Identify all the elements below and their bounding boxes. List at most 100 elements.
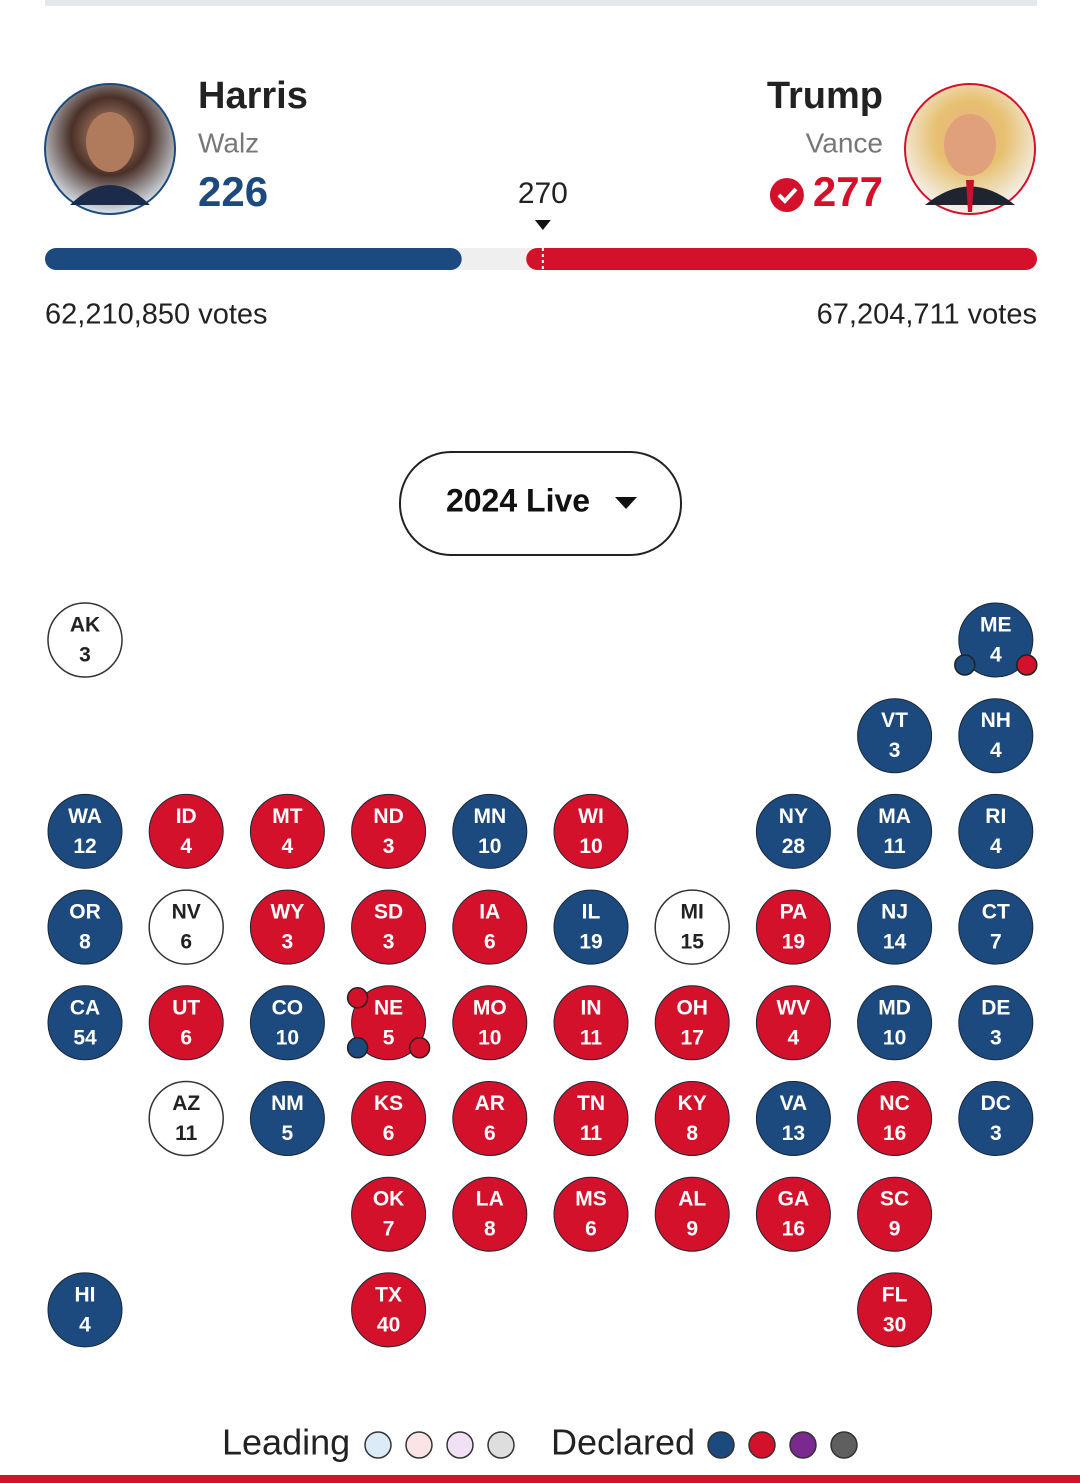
- popular-votes: 67,204,711 votes: [817, 299, 1037, 331]
- state-circle: [47, 889, 123, 965]
- state-abbr: NE: [374, 996, 403, 1019]
- state-votes: 13: [782, 1122, 805, 1145]
- state-tile: DE 3: [958, 985, 1034, 1061]
- state-abbr: KS: [374, 1092, 403, 1115]
- state-tile: MD 10: [857, 985, 933, 1061]
- state-tile: IA 6: [452, 889, 528, 965]
- state-abbr: MS: [575, 1188, 607, 1211]
- state-tile: IN 11: [553, 985, 629, 1061]
- state-abbr: DE: [981, 996, 1010, 1019]
- popular-votes: 62,210,850 votes: [45, 299, 268, 331]
- state-votes: 5: [383, 1026, 395, 1049]
- district-dot: [408, 1037, 431, 1059]
- state-votes: 3: [889, 739, 901, 762]
- state-abbr: KY: [678, 1092, 707, 1115]
- state-circle: [148, 1080, 224, 1157]
- state-abbr: AL: [678, 1188, 706, 1211]
- dropdown-arrow[interactable]: [615, 497, 637, 509]
- year-dropdown[interactable]: 2024 Live: [399, 451, 682, 556]
- state-tile: NH 4: [958, 698, 1034, 774]
- state-circle: [553, 889, 629, 965]
- state-abbr: AZ: [172, 1092, 200, 1115]
- legend-swatch: [446, 1431, 474, 1459]
- state-tile: DC 3: [958, 1081, 1034, 1156]
- state-circle: [755, 793, 831, 869]
- state-abbr: VA: [780, 1092, 808, 1115]
- state-abbr: PA: [780, 901, 808, 924]
- state-abbr: VT: [881, 709, 908, 732]
- state-circle: [452, 1176, 528, 1252]
- state-abbr: WA: [68, 805, 102, 828]
- state-abbr: MO: [473, 996, 507, 1019]
- state-tile: ME 4: [954, 602, 1038, 678]
- state-abbr: IA: [479, 901, 500, 924]
- state-tile: NY 28: [755, 793, 831, 869]
- electoral-votes: 277: [813, 168, 883, 215]
- state-tile: GA 16: [755, 1176, 831, 1252]
- state-circle: [351, 1176, 427, 1252]
- state-votes: 4: [990, 835, 1002, 858]
- state-votes: 19: [782, 931, 805, 954]
- state-circle: [148, 889, 224, 965]
- state-abbr: MN: [473, 805, 506, 828]
- state-votes: 7: [990, 931, 1002, 954]
- state-circle: [755, 985, 831, 1061]
- state-tile: TN 11: [553, 1081, 629, 1156]
- district-dot: [954, 654, 976, 676]
- state-votes: 7: [383, 1218, 395, 1241]
- state-votes: 16: [883, 1122, 906, 1145]
- dropdown-button[interactable]: [399, 451, 682, 556]
- state-circle: [958, 1081, 1034, 1156]
- state-tile: TX 40: [351, 1272, 427, 1348]
- legend-swatch: [487, 1431, 515, 1459]
- state-tile: MS 6: [553, 1176, 629, 1252]
- state-circle: [351, 985, 427, 1061]
- state-circle: [958, 985, 1034, 1061]
- state-abbr: IN: [581, 996, 602, 1019]
- state-votes: 6: [180, 1026, 192, 1049]
- state-votes: 16: [782, 1218, 805, 1241]
- threshold-label: 270: [518, 177, 568, 210]
- state-circle: [654, 1176, 730, 1252]
- state-circle: [249, 1081, 325, 1156]
- running-mate: Walz: [198, 127, 259, 158]
- state-votes: 3: [79, 644, 91, 667]
- state-votes: 3: [383, 835, 395, 858]
- state-circle: [654, 889, 730, 965]
- state-circle: [553, 1081, 629, 1156]
- electoral-votes: 226: [198, 168, 268, 215]
- top-rule: [45, 0, 1037, 6]
- dropdown-label[interactable]: 2024 Live: [446, 482, 590, 518]
- state-tile: VA 13: [755, 1081, 831, 1156]
- state-abbr: AK: [70, 614, 100, 637]
- state-circle: [351, 1272, 427, 1348]
- state-tile: MO 10: [452, 985, 528, 1061]
- state-tile: SC 9: [857, 1176, 933, 1252]
- state-tile: MA 11: [857, 793, 933, 869]
- district-dot: [346, 1037, 369, 1059]
- state-circle: [553, 793, 629, 869]
- state-tile: MN 10: [452, 793, 528, 869]
- state-tile: LA 8: [452, 1176, 528, 1252]
- state-votes: 6: [585, 1218, 597, 1241]
- state-abbr: OK: [373, 1188, 405, 1211]
- state-abbr: WI: [578, 805, 604, 828]
- state-abbr: NM: [271, 1092, 304, 1115]
- state-votes: 8: [686, 1122, 698, 1145]
- state-circle: [351, 793, 427, 869]
- state-tile: HI 4: [47, 1272, 123, 1348]
- state-tile: FL 30: [857, 1272, 933, 1348]
- state-abbr: CA: [70, 996, 100, 1019]
- state-votes: 11: [883, 835, 906, 858]
- state-circle: [857, 889, 933, 965]
- legend-swatch: [405, 1431, 433, 1459]
- state-abbr: MA: [878, 805, 911, 828]
- legend-label: Declared: [551, 1422, 695, 1463]
- state-abbr: MD: [878, 996, 911, 1019]
- state-circle: [755, 1176, 831, 1252]
- candidate-name: Harris: [198, 75, 308, 117]
- state-abbr: LA: [476, 1188, 504, 1211]
- state-circle: [452, 1081, 528, 1156]
- state-votes: 11: [580, 1122, 603, 1145]
- state-tile: AR 6: [452, 1081, 528, 1156]
